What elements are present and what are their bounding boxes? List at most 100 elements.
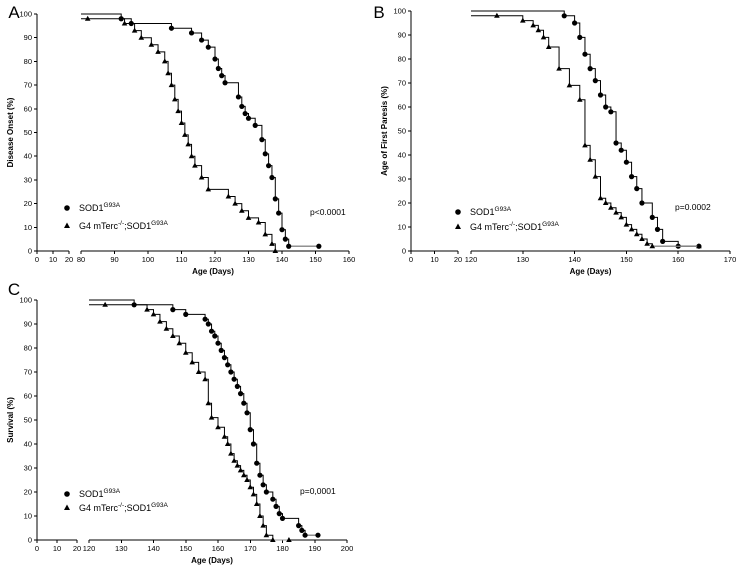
y-tick-label: 40 — [24, 440, 32, 449]
data-point-circle — [623, 159, 630, 165]
y-tick-label: 100 — [393, 7, 406, 16]
data-point-triangle — [576, 96, 583, 102]
data-point-triangle — [582, 142, 588, 148]
data-point-circle — [231, 376, 237, 382]
data-point-triangle — [163, 325, 170, 331]
series-sod1 — [81, 13, 322, 249]
x-tick-label: 10 — [49, 255, 57, 264]
survival-step-line — [89, 299, 318, 536]
legend-label: G4 mTerc-/-;SOD1G93A — [470, 221, 559, 232]
data-point-circle — [269, 174, 275, 181]
y-tick-label: 30 — [24, 464, 32, 473]
data-point-circle — [259, 137, 265, 143]
data-point-circle — [222, 80, 228, 86]
x-tick-label: 0 — [409, 255, 413, 264]
data-point-circle — [654, 226, 661, 232]
data-point-circle — [628, 174, 635, 180]
y-tick-label: 70 — [398, 79, 406, 88]
data-point-circle — [205, 321, 211, 327]
data-point-circle — [212, 56, 218, 62]
p-value-label: p=0.0002 — [675, 202, 711, 212]
data-point-circle — [225, 362, 231, 368]
data-point-triangle — [161, 58, 168, 64]
data-point-triangle — [221, 433, 228, 439]
data-point-triangle — [225, 193, 232, 199]
y-tick-label: 60 — [24, 104, 32, 113]
data-point-triangle — [608, 204, 614, 210]
data-point-circle — [260, 482, 266, 488]
data-point-circle — [250, 441, 257, 447]
panel-C: C 0 10 20 30 40 50 60 70 80 90 100 Survival (%) 0 10 20… — [6, 280, 353, 565]
data-point-triangle — [182, 349, 189, 355]
y-tick-label: 70 — [24, 81, 32, 90]
data-point-circle — [199, 37, 205, 43]
y-tick-label: 70 — [24, 368, 32, 377]
censored-point-circle — [316, 243, 322, 249]
survival-step-line — [81, 13, 319, 247]
x-tick-label: 120 — [83, 544, 96, 553]
data-point-circle — [618, 147, 624, 153]
series-g4-mterc — [81, 15, 279, 253]
y-tick-label: 60 — [398, 103, 406, 112]
data-point-triangle — [633, 231, 640, 237]
data-point-triangle — [253, 501, 260, 506]
data-point-triangle — [247, 484, 254, 490]
x-tick-label: 160 — [672, 255, 685, 264]
series-g4-mterc — [471, 12, 702, 249]
data-point-triangle — [84, 15, 91, 21]
data-point-circle — [228, 369, 234, 375]
data-point-circle — [241, 400, 247, 406]
legend-label: G4 mTerc-/-;SOD1G93A — [79, 220, 168, 231]
data-point-triangle — [232, 200, 238, 206]
data-point-triangle — [263, 532, 270, 538]
data-point-circle — [242, 110, 248, 117]
y-tick-label: 40 — [398, 151, 406, 160]
y-tick-label: 20 — [24, 488, 32, 497]
x-tick-label: 10 — [53, 544, 61, 553]
data-point-triangle — [602, 200, 609, 205]
x-tick-label: 100 — [142, 255, 155, 264]
data-point-triangle — [597, 195, 604, 201]
data-point-circle — [634, 186, 640, 192]
x-tick-label: 150 — [179, 544, 192, 553]
data-point-circle — [561, 13, 567, 19]
data-point-triangle — [545, 44, 552, 49]
data-point-circle — [263, 489, 269, 495]
data-point-circle — [215, 340, 221, 346]
data-point-circle — [282, 236, 288, 242]
data-point-circle — [286, 243, 292, 249]
data-point-triangle — [205, 400, 212, 406]
data-point-circle — [188, 30, 195, 36]
data-point-triangle — [165, 70, 171, 76]
y-tick-label: 100 — [19, 10, 32, 19]
y-axis-label: Age of First Paresis (%) — [380, 86, 389, 176]
legend-marker-triangle — [455, 223, 461, 229]
data-point-triangle — [245, 214, 252, 220]
data-point-circle — [660, 238, 666, 244]
x-tick-label: 170 — [244, 544, 257, 553]
data-point-circle — [234, 383, 240, 389]
data-point-circle — [296, 523, 302, 529]
legend: SOD1G93A G4 mTerc-/-;SOD1G93A — [64, 488, 168, 513]
data-point-circle — [221, 355, 228, 361]
data-point-circle — [208, 328, 215, 334]
data-point-triangle — [234, 462, 241, 468]
y-tick-label: 10 — [24, 512, 32, 521]
panel-label: C — [8, 280, 20, 299]
x-tick-label: 150 — [620, 255, 633, 264]
data-point-circle — [244, 410, 250, 416]
x-tick-label: 120 — [209, 255, 222, 264]
data-point-triangle — [618, 214, 625, 220]
y-tick-label: 0 — [402, 247, 406, 256]
data-point-circle — [272, 196, 278, 202]
y-tick-label: 80 — [398, 55, 406, 64]
data-point-triangle — [587, 156, 593, 162]
y-tick-label: 0 — [28, 247, 32, 256]
data-point-circle — [279, 515, 286, 522]
data-point-circle — [577, 34, 583, 41]
data-point-triangle — [592, 173, 599, 179]
data-point-triangle — [270, 537, 276, 542]
panel-label: A — [8, 3, 20, 22]
data-point-triangle — [208, 414, 215, 420]
